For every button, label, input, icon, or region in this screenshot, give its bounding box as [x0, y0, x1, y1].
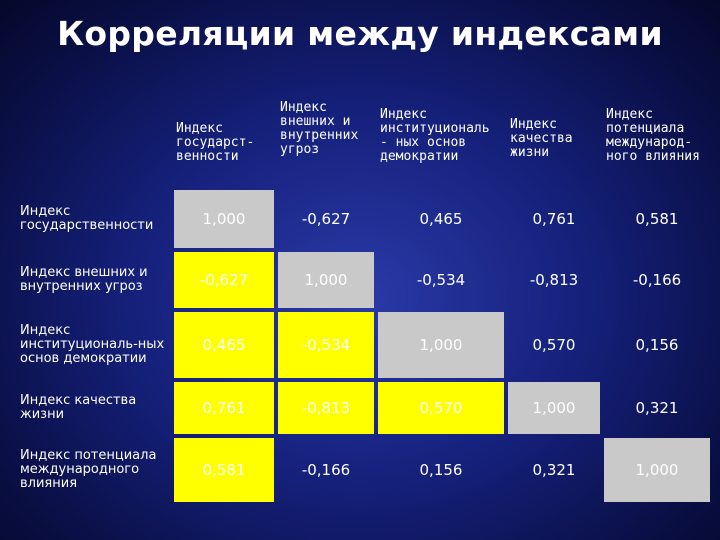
cell: 1,000 [508, 382, 600, 434]
cell: 1,000 [378, 312, 504, 378]
table-row: Индекс качества жизни 0,761 -0,813 0,570… [20, 382, 710, 434]
cell: 0,761 [532, 210, 576, 228]
cell: 1,000 [278, 252, 374, 308]
table-row: Индекс потенциала международного влияния… [20, 438, 710, 502]
column-header: Индекс государст-венности [176, 121, 255, 164]
cell: 0,321 [532, 461, 576, 479]
cell: -0,534 [416, 271, 466, 289]
cell: 0,581 [635, 210, 679, 228]
column-header: Индекс внешних и внутренних угроз [280, 100, 359, 157]
cell: -0,813 [529, 271, 579, 289]
table-row: Индекс государственности 1,000 -0,627 0,… [20, 190, 710, 248]
correlation-table: Индекс государст-венности Индекс внешних… [16, 82, 714, 506]
row-header: Индекс качества жизни [20, 393, 137, 422]
table-row: Индекс институциональ-ных основ демократ… [20, 312, 710, 378]
cell: -0,166 [301, 461, 351, 479]
cell: 0,570 [378, 382, 504, 434]
cell: -0,166 [632, 271, 682, 289]
column-header: Индекс институциональ - ных основ демокр… [380, 107, 490, 164]
cell: 0,156 [635, 336, 679, 354]
cell: 0,465 [419, 210, 463, 228]
cell: -0,627 [174, 252, 274, 308]
cell: 0,570 [532, 336, 576, 354]
cell: -0,534 [278, 312, 374, 378]
cell: 0,465 [174, 312, 274, 378]
row-header: Индекс институциональ-ных основ демократ… [20, 323, 165, 366]
header-row: Индекс государст-венности Индекс внешних… [20, 86, 710, 186]
cell: -0,813 [278, 382, 374, 434]
cell: 0,156 [419, 461, 463, 479]
cell: 1,000 [174, 190, 274, 248]
column-header: Индекс качества жизни [510, 117, 573, 160]
table-row: Индекс внешних и внутренних угроз -0,627… [20, 252, 710, 308]
row-header: Индекс потенциала международного влияния [20, 448, 157, 491]
cell: -0,627 [301, 210, 351, 228]
cell: 0,321 [635, 399, 679, 417]
column-header: Индекс потенциала международ-ного влияни… [606, 107, 700, 164]
cell: 0,761 [174, 382, 274, 434]
cell: 0,581 [174, 438, 274, 502]
corner-cell [20, 86, 170, 186]
cell: 1,000 [604, 438, 710, 502]
row-header: Индекс государственности [20, 204, 154, 233]
page-title: Корреляции между индексами [57, 14, 663, 53]
row-header: Индекс внешних и внутренних угроз [20, 265, 148, 294]
